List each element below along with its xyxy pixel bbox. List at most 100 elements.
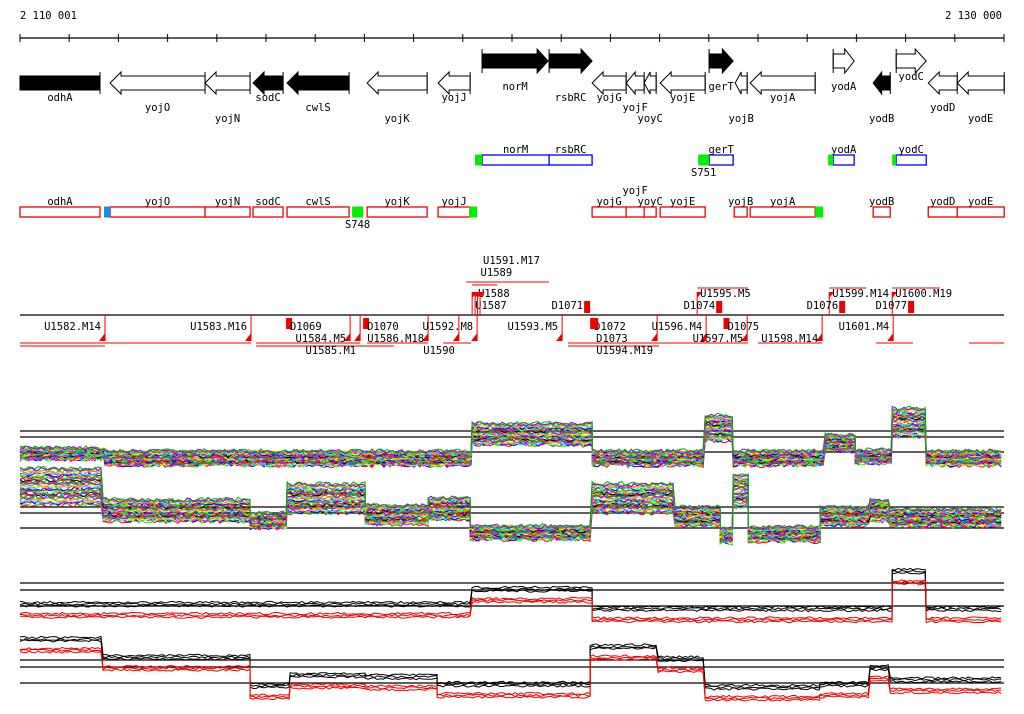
profile-panel-2-series (19, 466, 1002, 531)
reverse_transcripts-box-yojF[interactable] (625, 206, 645, 218)
d-feature-label[interactable]: D1072 (594, 321, 626, 333)
d-feature-label[interactable]: D1070 (367, 321, 399, 333)
reverse_transcripts-box-yojE[interactable] (659, 206, 706, 218)
gene-arrow-yojE[interactable] (659, 70, 706, 96)
gene-arrow-yodC[interactable] (895, 47, 927, 75)
reverse_transcripts-box-yodB[interactable] (872, 206, 891, 218)
feature-label[interactable]: U1594.M19 (596, 345, 653, 357)
d-feature-label[interactable]: D1073 (596, 333, 628, 345)
gene-label: odhA (47, 92, 73, 104)
reverse_transcripts-box-yojO[interactable] (109, 206, 206, 218)
gene-arrow-yoyC[interactable] (643, 71, 657, 95)
reverse_transcripts-box-yodD[interactable] (927, 206, 958, 218)
d-feature-label[interactable]: D1071 (552, 300, 584, 312)
gene-arrow-yojG[interactable] (591, 70, 627, 96)
profile-panel-3-series (19, 569, 1002, 611)
profile-panel-3-series (20, 580, 1002, 622)
d-feature-label[interactable]: D1074 (684, 300, 716, 312)
d-marker (723, 318, 730, 329)
feature-label[interactable]: U1591.M17 (483, 255, 540, 267)
reverse_transcripts-box-odhA[interactable] (19, 206, 101, 218)
gene-arrow-yojO[interactable] (109, 70, 206, 96)
reverse_transcripts-label: sodC (255, 196, 280, 208)
gene-label: yojF (622, 102, 647, 114)
gene-arrow-yojK[interactable] (366, 70, 428, 96)
reverse_transcripts-label: yojG (596, 196, 621, 208)
marker-label: S751 (691, 167, 716, 179)
reverse_transcripts-label: yojO (145, 196, 170, 208)
gene-arrow-yojJ[interactable] (437, 70, 471, 96)
reverse_transcripts-box-yodE[interactable] (956, 206, 1005, 218)
d-feature-label[interactable]: D1076 (807, 300, 839, 312)
gene-arrow-yodA[interactable] (832, 47, 855, 75)
reverse_transcripts-box-yojJ[interactable] (437, 206, 471, 218)
gene-arrow-yojA[interactable] (749, 70, 816, 96)
d-feature-label[interactable]: D1069 (290, 321, 322, 333)
forward_transcripts-box-norM[interactable] (481, 154, 550, 166)
forward_transcripts-box-rsbRC[interactable] (548, 154, 593, 166)
feature-label[interactable]: U1600.M19 (895, 288, 952, 300)
gene-arrow-yojB[interactable] (734, 71, 748, 95)
feature-marker-icon (829, 292, 835, 298)
feature-label[interactable]: U1590 (423, 345, 455, 357)
reverse_transcripts-box-yojG[interactable] (591, 206, 627, 218)
profile-panel-4-series (19, 637, 1002, 689)
reverse_transcripts-box-yojN[interactable] (204, 206, 251, 218)
forward_transcripts-label: norM (503, 144, 528, 156)
feature-label[interactable]: U1583.M16 (190, 321, 247, 333)
d-marker (363, 318, 370, 329)
reverse_transcripts-box-cwlS[interactable] (286, 206, 350, 218)
forward_transcripts-box-yodA[interactable] (832, 154, 855, 166)
gene-arrow-yodE[interactable] (956, 70, 1005, 96)
reverse_transcripts-box-yojB[interactable] (733, 206, 748, 218)
gene-label: rsbRC (555, 92, 587, 104)
gene-label: yojN (215, 113, 240, 125)
reverse_transcripts-box-yojA[interactable] (749, 206, 816, 218)
feature-marker-icon (99, 333, 106, 341)
gene-arrow-norM[interactable] (481, 47, 549, 75)
profile-panel-1-series (19, 406, 1002, 455)
feature-label[interactable]: U1592.M8 (423, 321, 474, 333)
forward_transcripts-box-yodC[interactable] (895, 154, 927, 166)
gene-arrow-gerT[interactable] (708, 47, 734, 75)
reverse_transcripts-box-yoyC[interactable] (643, 206, 657, 218)
forward_transcripts-box-gerT[interactable] (708, 154, 734, 166)
reverse_transcripts-label: yodB (869, 196, 894, 208)
gene-arrow-rsbRC[interactable] (548, 47, 593, 75)
d-feature-label[interactable]: D1077 (875, 300, 907, 312)
gene-arrow-yojF[interactable] (625, 70, 645, 96)
gene-arrow-odhA[interactable] (19, 75, 101, 91)
feature-label[interactable]: U1586.M18 (367, 333, 424, 345)
feature-marker-icon (556, 333, 563, 341)
reverse_transcripts-box-sodC[interactable] (252, 206, 284, 218)
forward_transcripts-label: yodC (899, 144, 924, 156)
feature-label[interactable]: U1593.M5 (508, 321, 559, 333)
feature-label[interactable]: U1588 (478, 288, 510, 300)
feature-label[interactable]: U1597.M5 (693, 333, 744, 345)
feature-marker-icon (651, 333, 658, 341)
gene-label: yodE (968, 113, 993, 125)
reverse_transcripts-box-yojK[interactable] (366, 206, 428, 218)
feature-label[interactable]: U1587 (475, 300, 507, 312)
gene-arrow-yojN[interactable] (204, 70, 251, 96)
gene-arrow-sodC[interactable] (252, 70, 284, 96)
feature-label[interactable]: U1598.M14 (761, 333, 818, 345)
feature-label[interactable]: U1582.M14 (44, 321, 101, 333)
d-feature-label[interactable]: D1075 (727, 321, 759, 333)
reverse_transcripts-label: yojJ (441, 196, 466, 208)
marker-block (469, 206, 478, 218)
feature-label[interactable]: U1589 (481, 267, 513, 279)
gene-arrow-cwlS[interactable] (286, 70, 350, 96)
gene-arrow-yodB[interactable] (872, 70, 891, 96)
reverse_transcripts-label: yojA (770, 196, 796, 208)
feature-marker-icon (741, 333, 748, 341)
gene-arrow-yodD[interactable] (927, 70, 958, 96)
feature-label[interactable]: U1584.M5 (296, 333, 347, 345)
feature-marker-icon (892, 292, 898, 298)
feature-label[interactable]: U1585.M1 (306, 345, 357, 357)
feature-label[interactable]: U1599.M14 (832, 288, 889, 300)
feature-label[interactable]: U1601.M4 (839, 321, 890, 333)
feature-label[interactable]: U1595.M5 (700, 288, 751, 300)
feature-label[interactable]: U1596.M4 (652, 321, 703, 333)
